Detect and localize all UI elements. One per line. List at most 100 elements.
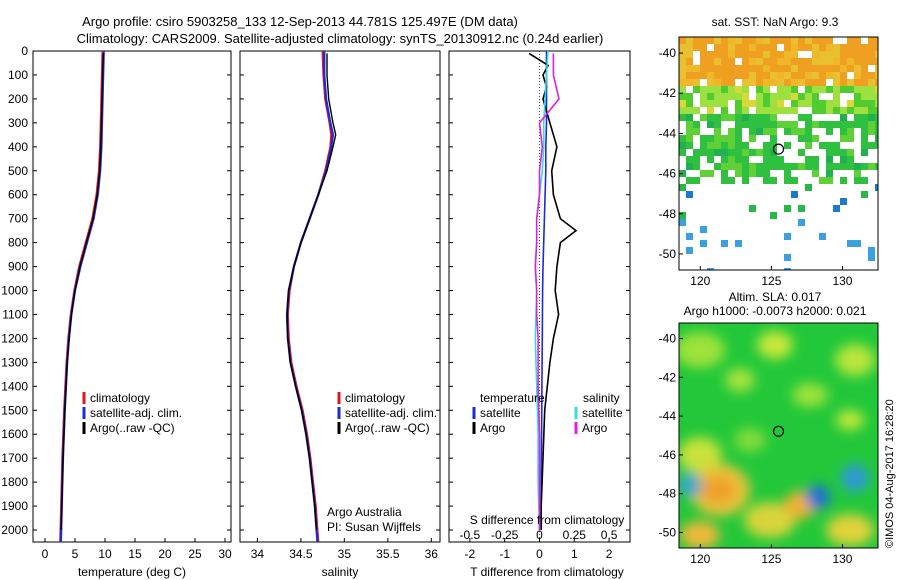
- map-y-tick-label: -40: [659, 46, 677, 60]
- sst-cell: [784, 86, 791, 93]
- sst-cell: [861, 58, 868, 65]
- salinity-argo-line: [286, 53, 337, 531]
- sst-cell: [854, 114, 861, 121]
- sst-cell: [875, 51, 878, 58]
- sst-cell: [693, 72, 700, 79]
- sst-cell: [875, 163, 878, 170]
- salinity-legend: climatology satellite-adj. clim. Argo(..…: [337, 391, 437, 435]
- sst-cell: [784, 205, 791, 212]
- sst-cell: [707, 107, 714, 114]
- sst-cell: [728, 156, 735, 163]
- sst-cell: [805, 65, 812, 72]
- sst-cell: [728, 86, 735, 93]
- sst-cell: [840, 79, 847, 86]
- sst-cell: [777, 86, 784, 93]
- sst-cell: [854, 58, 861, 65]
- depth-tick-label: 800: [8, 236, 28, 250]
- depth-tick-label: 2000: [1, 523, 28, 537]
- sst-cell: [805, 79, 812, 86]
- sst-cell: [756, 121, 763, 128]
- sst-cell: [875, 121, 878, 128]
- sst-cell: [847, 163, 854, 170]
- sst-cell: [819, 65, 826, 72]
- x-tick-label: 0: [42, 547, 49, 561]
- sst-cell: [805, 86, 812, 93]
- sst-cell: [819, 233, 826, 240]
- sst-cell: [714, 86, 721, 93]
- sst-cell: [847, 86, 854, 93]
- sst-cell: [840, 135, 847, 142]
- s-difference-axis-label: S difference from climatology: [470, 513, 625, 527]
- sst-cell: [693, 156, 700, 163]
- sst-cell: [742, 121, 749, 128]
- sst-cell: [861, 114, 868, 121]
- sst-cell: [840, 58, 847, 65]
- sst-cell: [749, 170, 756, 177]
- sst-cell: [791, 58, 798, 65]
- sst-cell: [700, 86, 707, 93]
- sst-cell: [868, 37, 875, 44]
- sst-cell: [728, 51, 735, 58]
- sst-cell: [798, 135, 805, 142]
- sst-cell: [721, 149, 728, 156]
- sst-cell: [707, 37, 714, 44]
- sst-cell: [798, 72, 805, 79]
- sst-cell: [721, 107, 728, 114]
- sst-cell: [728, 93, 735, 100]
- temperature-axis-label: temperature (deg C): [78, 565, 186, 579]
- sst-cell: [728, 72, 735, 79]
- sst-cell: [735, 170, 742, 177]
- map-y-tick-label: -42: [659, 86, 677, 100]
- sst-cell: [707, 170, 714, 177]
- sst-cell: [812, 51, 819, 58]
- sst-cell: [833, 93, 840, 100]
- sst-cell: [679, 135, 686, 142]
- sst-cell: [742, 142, 749, 149]
- sst-cell: [749, 135, 756, 142]
- sst-cell: [735, 128, 742, 135]
- sst-cell: [707, 65, 714, 72]
- sst-cell: [756, 44, 763, 51]
- sst-cell: [868, 107, 875, 114]
- sst-cell: [812, 121, 819, 128]
- sst-cell: [714, 72, 721, 79]
- sst-cell: [756, 58, 763, 65]
- sst-cell: [749, 51, 756, 58]
- temperature-panel: [32, 50, 232, 543]
- sst-cell: [721, 93, 728, 100]
- sst-cell: [826, 100, 833, 107]
- x-tick-label: 30: [218, 547, 232, 561]
- sst-cell: [735, 149, 742, 156]
- sst-cell: [700, 135, 707, 142]
- sst-cell: [819, 58, 826, 65]
- sst-cell: [791, 37, 798, 44]
- map-x-tick-label: 120: [690, 274, 710, 288]
- sst-cell: [700, 37, 707, 44]
- sst-cell: [686, 247, 693, 254]
- sst-cell: [805, 72, 812, 79]
- sst-cell: [742, 58, 749, 65]
- sst-cell: [721, 142, 728, 149]
- sst-cell: [854, 65, 861, 72]
- sst-cell: [735, 100, 742, 107]
- depth-tick-label: 0: [21, 44, 28, 58]
- sst-cell: [770, 142, 777, 149]
- sst-cell: [840, 44, 847, 51]
- sst-cell: [833, 79, 840, 86]
- sst-cell: [847, 58, 854, 65]
- sla-map-frame: [678, 322, 879, 549]
- sst-cell: [847, 107, 854, 114]
- sst-cell: [826, 142, 833, 149]
- sst-cell: [854, 163, 861, 170]
- sst-cell: [728, 142, 735, 149]
- sst-cell: [770, 65, 777, 72]
- sst-cell: [812, 107, 819, 114]
- x-tick-label: 1: [571, 547, 578, 561]
- sst-cell: [763, 142, 770, 149]
- sst-cell: [805, 142, 812, 149]
- sst-cell: [763, 149, 770, 156]
- credit-text: ©IMOS 04-Aug-2017 16:28:20: [884, 399, 896, 548]
- map-x-tick-label: 125: [761, 552, 781, 566]
- sst-cell: [728, 114, 735, 121]
- legend-label: climatology: [90, 391, 150, 405]
